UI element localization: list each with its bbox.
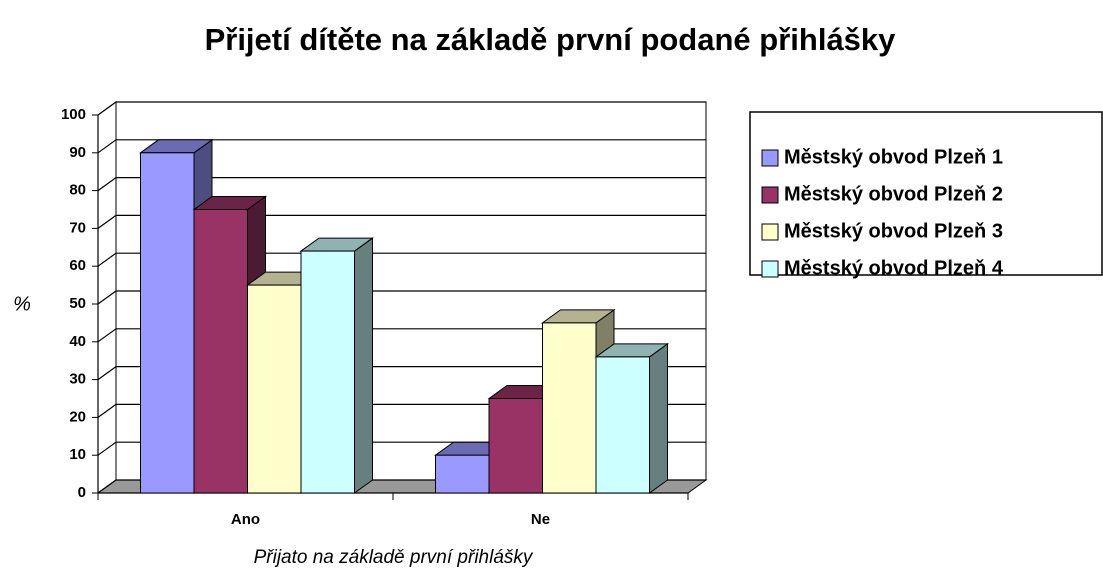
legend-swatch <box>761 260 779 278</box>
bar <box>488 398 543 494</box>
grid-line <box>97 139 706 154</box>
y-tick-label: 90 <box>69 144 86 161</box>
grid-line <box>97 328 706 343</box>
bar <box>193 209 248 494</box>
legend-swatch <box>761 186 779 204</box>
grid-line <box>97 366 706 381</box>
legend-label: Městský obvod Plzeň 3 <box>784 220 1003 242</box>
grid-line <box>97 290 706 305</box>
y-tick-label: 10 <box>69 446 86 463</box>
y-tick-label: 30 <box>69 371 86 388</box>
y-axis-label: % <box>13 293 31 315</box>
y-tick-label: 40 <box>69 333 86 350</box>
bar <box>247 284 302 494</box>
grid-line <box>97 177 706 192</box>
y-tick-label: 70 <box>69 219 86 236</box>
grid-line <box>97 101 706 116</box>
y-tick-label: 50 <box>69 295 86 312</box>
x-tick-label: Ne <box>531 511 550 528</box>
legend-swatch <box>761 223 779 241</box>
legend-swatch <box>761 149 779 167</box>
x-axis-label: Přijato na základě první přihlášky <box>254 547 534 568</box>
bar <box>300 250 355 494</box>
grid-line <box>97 214 706 229</box>
bar <box>140 152 195 494</box>
legend-label: Městský obvod Plzeň 2 <box>784 183 1003 205</box>
x-tick-label: Ano <box>231 511 260 528</box>
y-tick-label: 0 <box>78 484 86 501</box>
bar-side <box>649 342 668 494</box>
legend-box <box>749 111 1103 276</box>
y-tick-label: 20 <box>69 408 86 425</box>
y-tick-label: 60 <box>69 257 86 274</box>
bar <box>542 322 597 494</box>
grid-line <box>97 252 706 267</box>
bar <box>435 454 490 494</box>
chart-title: Přijetí dítěte na základě první podané p… <box>205 22 897 57</box>
legend-label: Městský obvod Plzeň 1 <box>784 146 1003 168</box>
legend-label: Městský obvod Plzeň 4 <box>784 257 1004 279</box>
y-tick-label: 100 <box>61 106 86 123</box>
bar-side <box>354 237 373 494</box>
bar <box>595 356 650 494</box>
y-tick-label: 80 <box>69 182 86 199</box>
